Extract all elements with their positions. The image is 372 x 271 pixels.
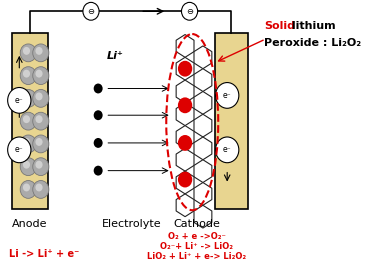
Polygon shape — [194, 69, 212, 91]
Circle shape — [215, 137, 239, 163]
Polygon shape — [194, 160, 212, 182]
Circle shape — [23, 70, 30, 78]
Circle shape — [8, 137, 31, 163]
Polygon shape — [194, 137, 212, 160]
Text: LiO₂ + Li⁺ + e-> Li₂O₂: LiO₂ + Li⁺ + e-> Li₂O₂ — [147, 252, 246, 261]
Circle shape — [178, 61, 192, 77]
Circle shape — [33, 89, 49, 107]
Polygon shape — [176, 125, 194, 148]
Circle shape — [20, 180, 36, 198]
Polygon shape — [176, 34, 194, 57]
Circle shape — [178, 172, 192, 188]
Circle shape — [20, 135, 36, 153]
Bar — [215, 33, 248, 209]
Circle shape — [35, 161, 43, 169]
Circle shape — [178, 97, 192, 113]
Polygon shape — [194, 46, 212, 69]
Text: O₂⁻+ Li⁺ -> LiO₂: O₂⁻+ Li⁺ -> LiO₂ — [160, 242, 233, 251]
Text: Li -> Li⁺ + e⁻: Li -> Li⁺ + e⁻ — [9, 249, 79, 259]
Circle shape — [23, 47, 30, 55]
Text: ⊖: ⊖ — [87, 7, 94, 16]
Text: e⁻: e⁻ — [15, 96, 23, 105]
Text: e⁻: e⁻ — [15, 145, 23, 154]
Circle shape — [94, 110, 103, 120]
Text: O₂ + e ->O₂⁻: O₂ + e ->O₂⁻ — [168, 232, 226, 241]
Text: e⁻: e⁻ — [223, 145, 231, 154]
Circle shape — [35, 138, 43, 146]
Circle shape — [20, 67, 36, 85]
Circle shape — [94, 166, 103, 176]
Polygon shape — [194, 182, 212, 205]
Polygon shape — [176, 148, 194, 171]
Circle shape — [20, 44, 36, 62]
Circle shape — [23, 138, 30, 146]
Text: lithium: lithium — [288, 21, 336, 31]
Bar — [12, 33, 48, 209]
Circle shape — [83, 2, 99, 20]
Circle shape — [94, 83, 103, 93]
Polygon shape — [176, 80, 194, 103]
Text: Li⁺: Li⁺ — [107, 51, 124, 61]
Circle shape — [35, 47, 43, 55]
Circle shape — [33, 135, 49, 153]
Circle shape — [23, 92, 30, 100]
Polygon shape — [176, 171, 194, 194]
Circle shape — [23, 183, 30, 191]
Text: e⁻: e⁻ — [223, 91, 231, 100]
Polygon shape — [176, 103, 194, 125]
Circle shape — [33, 180, 49, 198]
Polygon shape — [176, 57, 194, 80]
Polygon shape — [194, 205, 212, 228]
Circle shape — [20, 112, 36, 130]
Circle shape — [35, 183, 43, 191]
Circle shape — [33, 158, 49, 176]
Circle shape — [215, 83, 239, 108]
Circle shape — [33, 112, 49, 130]
Text: Solid: Solid — [264, 21, 295, 31]
Text: Electrolyte: Electrolyte — [102, 219, 161, 229]
Circle shape — [182, 2, 198, 20]
Circle shape — [35, 70, 43, 78]
Circle shape — [20, 89, 36, 107]
Circle shape — [20, 158, 36, 176]
Circle shape — [23, 161, 30, 169]
Polygon shape — [176, 194, 194, 217]
Circle shape — [23, 115, 30, 123]
Text: Peroxide : Li₂O₂: Peroxide : Li₂O₂ — [264, 38, 361, 48]
Polygon shape — [194, 91, 212, 114]
Circle shape — [35, 92, 43, 100]
Circle shape — [178, 135, 192, 151]
Circle shape — [33, 44, 49, 62]
Text: ⊖: ⊖ — [186, 7, 193, 16]
Text: Cathode: Cathode — [173, 219, 220, 229]
Polygon shape — [194, 114, 212, 137]
Circle shape — [35, 115, 43, 123]
Circle shape — [8, 88, 31, 113]
Circle shape — [33, 67, 49, 85]
Text: Anode: Anode — [12, 219, 48, 229]
Circle shape — [94, 138, 103, 148]
